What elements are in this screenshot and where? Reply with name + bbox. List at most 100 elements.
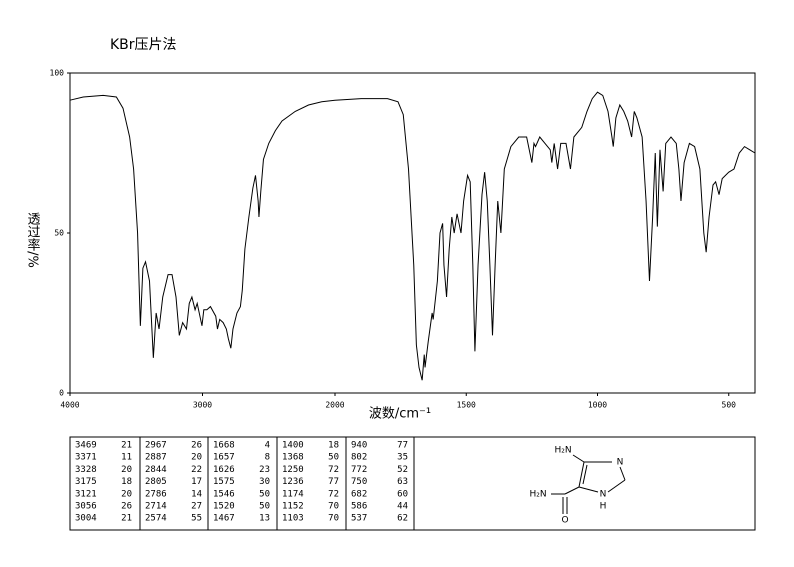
peak-wavenumber: 2844 [145, 465, 167, 475]
peak-transmittance: 50 [259, 502, 270, 512]
peak-transmittance: 13 [259, 514, 270, 524]
peak-transmittance: 27 [191, 502, 202, 512]
bond [607, 479, 626, 493]
peak-transmittance: 77 [397, 441, 408, 451]
y-tick-label: 50 [54, 229, 64, 238]
structure-label: H₂N [529, 490, 546, 500]
peak-wavenumber: 3371 [75, 453, 97, 463]
peak-transmittance: 20 [191, 453, 202, 463]
y-tick-label: 100 [50, 69, 65, 78]
peak-transmittance: 77 [328, 477, 339, 487]
peak-transmittance: 20 [121, 489, 132, 499]
peak-transmittance: 18 [121, 477, 132, 487]
peak-transmittance: 14 [191, 489, 202, 499]
peak-transmittance: 35 [397, 453, 408, 463]
peak-wavenumber: 3121 [75, 489, 97, 499]
x-axis-label: 波数/cm⁻¹ [369, 407, 431, 422]
peak-wavenumber: 1103 [282, 514, 304, 524]
peak-wavenumber: 3056 [75, 502, 97, 512]
peak-transmittance: 72 [328, 465, 339, 475]
peak-wavenumber: 1250 [282, 465, 304, 475]
peak-transmittance: 63 [397, 477, 408, 487]
peak-transmittance: 60 [397, 489, 408, 499]
peak-transmittance: 26 [121, 502, 132, 512]
peak-wavenumber: 2714 [145, 502, 167, 512]
structure [551, 454, 626, 514]
y-tick-label: 0 [59, 389, 64, 398]
peak-wavenumber: 1546 [213, 489, 235, 499]
peak-wavenumber: 2805 [145, 477, 167, 487]
peak-transmittance: 26 [191, 441, 202, 451]
peak-wavenumber: 1520 [213, 502, 235, 512]
peak-wavenumber: 1575 [213, 477, 235, 487]
x-tick-label: 1000 [588, 401, 607, 410]
peak-transmittance: 21 [121, 441, 132, 451]
peak-transmittance: 50 [328, 453, 339, 463]
peak-wavenumber: 1236 [282, 477, 304, 487]
peak-wavenumber: 2887 [145, 453, 167, 463]
x-tick-label: 500 [722, 401, 737, 410]
peak-wavenumber: 3175 [75, 477, 97, 487]
peak-wavenumber: 1400 [282, 441, 304, 451]
peak-wavenumber: 1174 [282, 489, 304, 499]
peak-wavenumber: 2786 [145, 489, 167, 499]
peak-wavenumber: 802 [351, 453, 367, 463]
peak-wavenumber: 1657 [213, 453, 235, 463]
peak-wavenumber: 1368 [282, 453, 304, 463]
peak-wavenumber: 537 [351, 514, 367, 524]
x-tick-label: 4000 [60, 401, 79, 410]
peak-wavenumber: 3328 [75, 465, 97, 475]
peak-wavenumber: 1626 [213, 465, 235, 475]
structure-label: H [600, 502, 607, 512]
peak-transmittance: 22 [191, 465, 202, 475]
bond [572, 454, 585, 463]
bond [564, 486, 580, 495]
peak-transmittance: 70 [328, 514, 339, 524]
peak-wavenumber: 750 [351, 477, 367, 487]
structure-label: N [600, 490, 607, 500]
peak-table: 3469 21 3371 11 3328 20 3175 18 3121 20 3056 26 3004… [69, 436, 756, 531]
peak-wavenumber: 940 [351, 441, 367, 451]
bond [582, 464, 588, 485]
x-tick-label: 1500 [457, 401, 476, 410]
y-axis-label: 透过率/% [25, 212, 41, 268]
peak-transmittance: 23 [259, 465, 270, 475]
peak-wavenumber: 1152 [282, 502, 304, 512]
structure-label: O [561, 516, 568, 526]
peak-transmittance: 55 [191, 514, 202, 524]
peak-wavenumber: 682 [351, 489, 367, 499]
peak-transmittance: 72 [328, 489, 339, 499]
bond [578, 486, 599, 493]
structure-label: N [617, 458, 624, 468]
table-frame [69, 436, 756, 531]
peak-transmittance: 17 [191, 477, 202, 487]
peak-wavenumber: 1668 [213, 441, 235, 451]
peak-transmittance: 52 [397, 465, 408, 475]
spectrum-line [69, 91, 756, 381]
peak-transmittance: 21 [121, 514, 132, 524]
peak-wavenumber: 1467 [213, 514, 235, 524]
peak-transmittance: 70 [328, 502, 339, 512]
peak-transmittance: 50 [259, 489, 270, 499]
peak-wavenumber: 586 [351, 502, 367, 512]
peak-wavenumber: 772 [351, 465, 367, 475]
peak-transmittance: 8 [265, 453, 270, 463]
structure-label: H₂N [554, 446, 571, 456]
peak-wavenumber: 3469 [75, 441, 97, 451]
peak-transmittance: 62 [397, 514, 408, 524]
x-tick-label: 2000 [325, 401, 344, 410]
peak-transmittance: 20 [121, 465, 132, 475]
peak-transmittance: 18 [328, 441, 339, 451]
x-tick-label: 3000 [193, 401, 212, 410]
peak-wavenumber: 3004 [75, 514, 97, 524]
peak-transmittance: 44 [397, 502, 408, 512]
bond [578, 461, 585, 488]
peak-wavenumber: 2967 [145, 441, 167, 451]
bond [619, 466, 626, 481]
peak-transmittance: 11 [121, 453, 132, 463]
peak-transmittance: 30 [259, 477, 270, 487]
peak-transmittance: 4 [265, 441, 270, 451]
peak-wavenumber: 2574 [145, 514, 167, 524]
chart-title: KBr压片法 [110, 37, 177, 53]
